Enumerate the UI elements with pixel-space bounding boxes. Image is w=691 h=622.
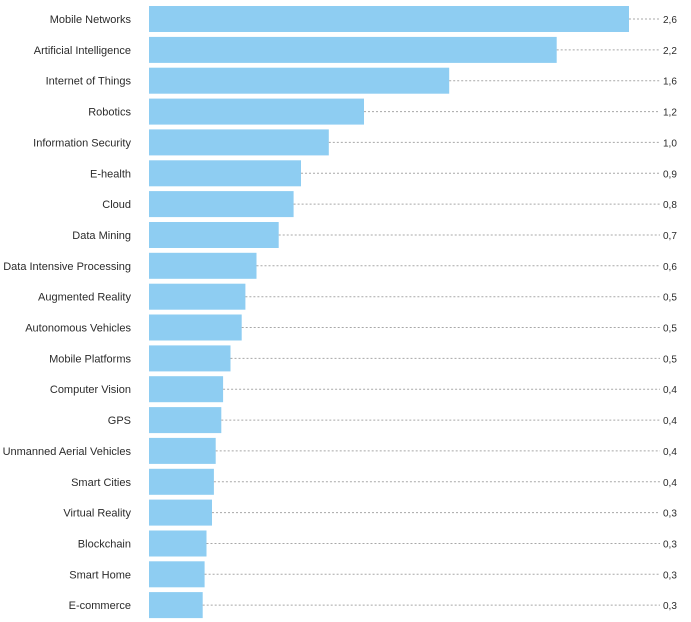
category-label: Computer Vision bbox=[50, 384, 131, 396]
bar bbox=[149, 222, 279, 248]
category-labels-group: Mobile Networks Artificial Intelligence In… bbox=[3, 14, 132, 612]
category-label: Unmanned Aerial Vehicles bbox=[3, 446, 132, 458]
category-label: Information Security bbox=[33, 137, 131, 149]
value-label: 0,3 bbox=[663, 540, 677, 551]
value-label: 0,4 bbox=[663, 447, 677, 458]
category-label: E-commerce bbox=[69, 600, 131, 612]
category-label: E-health bbox=[90, 168, 131, 180]
value-label: 0,8 bbox=[663, 200, 677, 211]
bar bbox=[149, 160, 301, 187]
category-label: Smart Cities bbox=[71, 477, 131, 489]
value-label: 0,5 bbox=[663, 324, 677, 335]
value-label: 0,9 bbox=[663, 169, 677, 180]
bar bbox=[149, 407, 222, 434]
bar bbox=[149, 36, 557, 63]
bar bbox=[149, 530, 207, 557]
value-label: 0,3 bbox=[663, 570, 677, 581]
value-label: 0,4 bbox=[663, 385, 677, 396]
bar bbox=[149, 191, 294, 218]
value-label: 1,2 bbox=[663, 108, 677, 119]
category-label: GPS bbox=[108, 415, 131, 427]
bar bbox=[149, 129, 329, 156]
value-label: 0,5 bbox=[663, 293, 677, 304]
leader-lines-group bbox=[202, 18, 660, 606]
bar bbox=[149, 314, 242, 341]
category-label: Mobile Networks bbox=[50, 14, 132, 26]
category-label: Cloud bbox=[102, 199, 131, 211]
bar bbox=[149, 345, 231, 372]
bar bbox=[149, 252, 257, 279]
value-label: 0,6 bbox=[663, 262, 677, 273]
value-label: 0,4 bbox=[663, 478, 677, 489]
value-label: 1,6 bbox=[663, 77, 677, 88]
category-label: Internet of Things bbox=[46, 76, 132, 88]
category-label: Augmented Reality bbox=[38, 292, 131, 304]
category-label: Data Intensive Processing bbox=[3, 261, 131, 273]
bar bbox=[149, 283, 246, 310]
value-label: 0,3 bbox=[663, 601, 677, 612]
value-label: 1,0 bbox=[663, 138, 677, 149]
category-label: Robotics bbox=[88, 107, 131, 119]
bar bbox=[149, 98, 364, 125]
bar bbox=[149, 499, 212, 526]
category-label: Artificial Intelligence bbox=[34, 45, 131, 57]
value-label: 0,3 bbox=[663, 509, 677, 520]
value-label: 2,2 bbox=[663, 46, 677, 57]
bar bbox=[149, 468, 214, 495]
value-label: 0,4 bbox=[663, 416, 677, 427]
category-label: Autonomous Vehicles bbox=[25, 323, 131, 335]
value-label: 0,5 bbox=[663, 354, 677, 365]
bar bbox=[149, 561, 205, 588]
category-label: Smart Home bbox=[69, 569, 131, 581]
value-label: 2,6 bbox=[663, 15, 677, 26]
bar bbox=[149, 67, 450, 94]
value-labels-group: 2,6 2,2 1,6 1,2 1,0 0,9 0,8 0,7 0,6 0,5 0,5 0,5 0,4 0… bbox=[663, 15, 677, 612]
category-label: Blockchain bbox=[78, 539, 131, 551]
bar bbox=[149, 376, 224, 403]
category-label: Mobile Platforms bbox=[49, 353, 131, 365]
bar bbox=[149, 6, 629, 32]
bar bbox=[149, 437, 216, 464]
bar bbox=[149, 592, 203, 619]
value-label: 0,7 bbox=[663, 231, 677, 242]
category-label: Virtual Reality bbox=[63, 508, 131, 520]
bars-group bbox=[149, 6, 629, 619]
category-label: Data Mining bbox=[72, 230, 131, 242]
